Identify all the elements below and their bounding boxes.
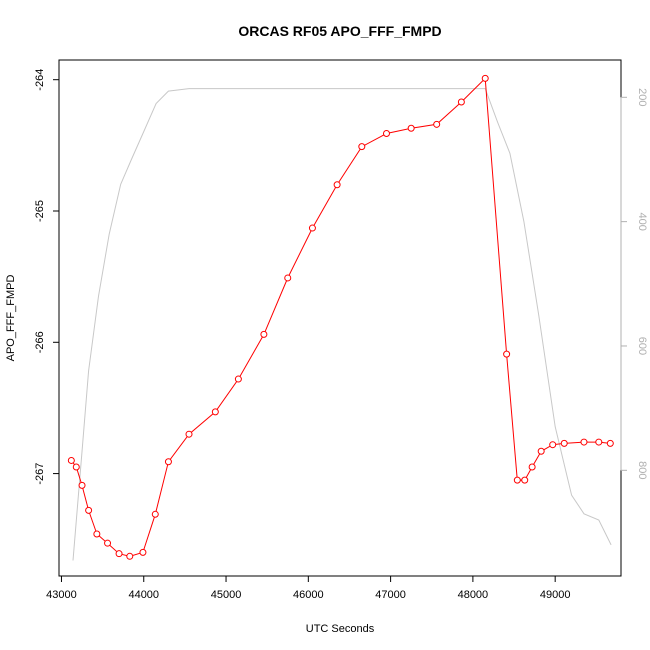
data-point [433, 120, 441, 128]
right-y-axis: 200 400 600 800 [620, 88, 648, 479]
grey-series-line [72, 88, 612, 561]
data-point [104, 539, 112, 547]
data-point [358, 143, 366, 151]
data-point [560, 439, 568, 447]
data-point [481, 74, 489, 82]
data-point [139, 548, 147, 556]
data-point [260, 330, 268, 338]
data-point [185, 430, 193, 438]
y-tick-label: -267 [34, 463, 46, 485]
data-point [126, 552, 134, 560]
data-point [407, 124, 415, 132]
y-tick-label: -266 [34, 331, 46, 353]
data-point [211, 408, 219, 416]
x-tick-label: 48000 [458, 589, 489, 601]
red-series-line [70, 77, 611, 557]
x-axis-label: UTC Seconds [306, 623, 375, 635]
data-point [580, 438, 588, 446]
x-tick-label: 46000 [293, 589, 324, 601]
x-axis: 43000 44000 45000 46000 47000 48000 49000 [46, 575, 571, 601]
data-point [151, 510, 159, 518]
data-point [595, 438, 603, 446]
data-point [93, 530, 101, 538]
right-y-tick-label: 400 [636, 212, 648, 230]
series-layer [67, 74, 614, 561]
data-point [457, 98, 465, 106]
data-point [382, 130, 390, 138]
data-point [503, 350, 511, 358]
chart-title: ORCAS RF05 APO_FFF_FMPD [238, 23, 441, 39]
y-tick-label: -264 [34, 69, 46, 91]
data-point [284, 274, 292, 282]
y-tick-label: -265 [34, 200, 46, 222]
data-point [333, 181, 341, 189]
data-point [513, 476, 521, 484]
data-point [537, 447, 545, 455]
data-point [308, 224, 316, 232]
data-point [115, 550, 123, 558]
x-tick-label: 44000 [128, 589, 159, 601]
data-point [67, 456, 75, 464]
right-y-tick-label: 600 [636, 337, 648, 355]
data-point [72, 463, 80, 471]
data-point [521, 476, 529, 484]
x-tick-label: 47000 [375, 589, 406, 601]
right-y-tick-label: 800 [636, 461, 648, 479]
data-point [234, 375, 242, 383]
y-axis: -267 -266 -265 -264 [34, 69, 60, 485]
right-y-tick-label: 200 [636, 88, 648, 106]
y-axis-label: APO_FFF_FMPD [5, 275, 17, 362]
x-tick-label: 43000 [46, 589, 77, 601]
data-point [78, 481, 86, 489]
data-point [528, 463, 536, 471]
x-tick-label: 49000 [540, 589, 571, 601]
x-tick-label: 45000 [211, 589, 242, 601]
data-point [164, 458, 172, 466]
data-point [549, 441, 557, 449]
data-point [606, 439, 614, 447]
data-point [85, 506, 93, 514]
